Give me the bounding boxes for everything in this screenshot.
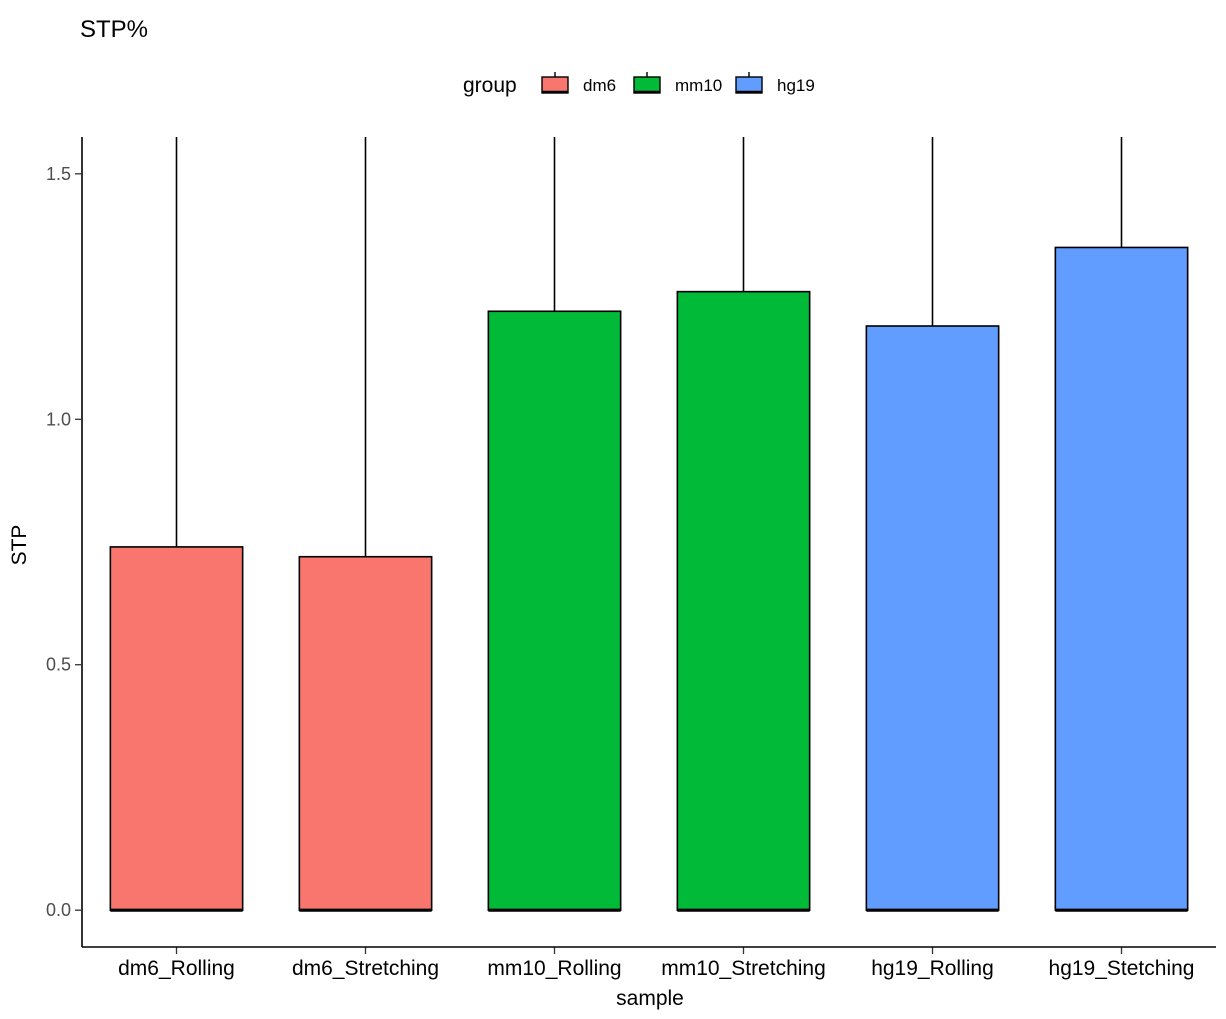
bar-dm6_Rolling [109,546,244,911]
legend: group dm6 mm10 hg19 [463,72,815,97]
legend-item-dm6: dm6 [541,72,616,95]
bar-hg19_Rolling [865,325,1000,911]
y-tick-label-3: 1.5 [46,164,71,184]
x-tick-label-hg19_Rolling: hg19_Rolling [871,957,994,980]
legend-swatch-mm10 [633,76,661,94]
x-tick-label-dm6_Stretching: dm6_Stretching [292,957,439,980]
bar-hg19_Stetching [1054,246,1189,911]
legend-item-mm10: mm10 [633,72,722,95]
legend-label-mm10: mm10 [675,76,722,95]
legend-swatch-hg19 [735,76,763,94]
bar-mm10_Stretching [676,290,811,911]
legend-swatch-dm6 [541,76,569,94]
bar-mm10_Rolling [487,310,622,911]
plot-area: 0.0 0.5 1.0 1.5 dm6_Rolling dm6_Stretching mm… [46,137,1216,980]
x-tick-label-mm10_Rolling: mm10_Rolling [487,957,621,980]
legend-label-hg19: hg19 [777,76,815,95]
y-tick-label-0: 0.0 [46,900,71,920]
legend-label-dm6: dm6 [583,76,616,95]
chart-title: STP% [80,16,148,43]
x-axis: dm6_Rolling dm6_Stretching mm10_Rolling mm1… [82,946,1216,980]
x-tick-label-hg19_Stetching: hg19_Stetching [1049,957,1195,980]
y-axis: 0.0 0.5 1.0 1.5 [46,137,83,947]
y-axis-title: STP [8,525,31,566]
legend-title: group [463,74,517,97]
legend-item-hg19: hg19 [735,72,815,95]
x-tick-label-dm6_Rolling: dm6_Rolling [118,957,235,980]
x-tick-label-mm10_Stretching: mm10_Stretching [661,957,826,980]
x-axis-title: sample [616,987,684,1010]
y-tick-label-1: 0.5 [46,655,71,675]
bar-dm6_Stretching [298,555,433,911]
y-tick-label-2: 1.0 [46,409,71,429]
